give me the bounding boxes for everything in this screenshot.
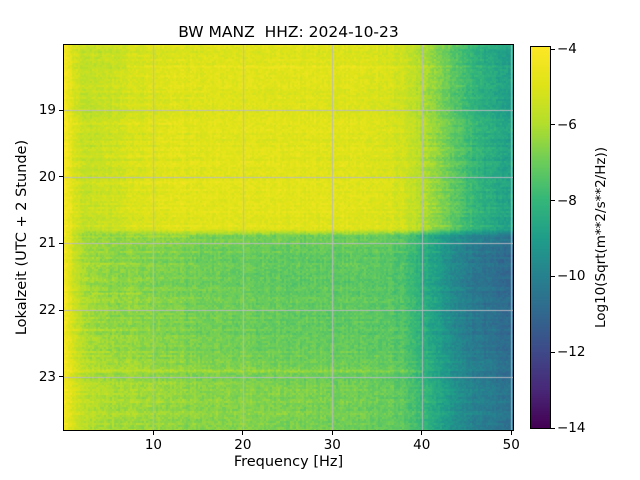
x-tick-mark	[152, 431, 154, 435]
spectrogram-heatmap	[64, 45, 513, 430]
colorbar-gradient	[531, 47, 550, 428]
y-tick-label: 21	[38, 235, 56, 252]
x-tick-mark	[421, 431, 423, 435]
colorbar-tick-mark	[551, 124, 555, 126]
colorbar-tick-mark	[551, 48, 555, 50]
plot-frame	[63, 44, 514, 431]
y-tick-mark	[59, 376, 63, 378]
x-tick-mark	[510, 431, 512, 435]
colorbar-tick-label: −6	[557, 116, 577, 133]
x-tick-label: 30	[323, 437, 341, 453]
y-tick-label: 23	[38, 368, 56, 385]
x-axis-label: Frequency [Hz]	[233, 454, 344, 470]
colorbar-frame	[530, 46, 551, 429]
x-tick-mark	[242, 431, 244, 435]
colorbar-tick-label: −12	[557, 344, 586, 361]
x-tick-label: 10	[144, 437, 163, 453]
colorbar-tick-label: −10	[557, 268, 586, 285]
colorbar-tick-mark	[551, 200, 555, 202]
y-tick-label: 22	[38, 302, 56, 319]
colorbar-tick-label: −14	[557, 420, 586, 436]
plot-title: BW MANZ HHZ: 2024-10-23	[178, 23, 399, 41]
colorbar-tick-mark	[551, 351, 555, 353]
x-tick-mark	[331, 431, 333, 435]
colorbar-tick-mark	[551, 275, 555, 277]
y-tick-mark	[59, 242, 63, 244]
x-tick-label: 40	[413, 437, 431, 453]
y-tick-mark	[59, 109, 63, 111]
colorbar-tick-mark	[551, 427, 555, 429]
y-tick-mark	[59, 309, 63, 311]
colorbar-tick-label: −4	[557, 41, 577, 57]
y-tick-mark	[59, 176, 63, 178]
colorbar-label: Log10(Sqrt(m**2/s**2/Hz))	[593, 146, 609, 329]
colorbar-tick-label: −8	[557, 192, 577, 209]
x-tick-label: 20	[234, 437, 252, 453]
x-tick-label: 50	[502, 437, 520, 453]
y-tick-label: 20	[38, 168, 56, 185]
y-tick-label: 19	[38, 102, 56, 119]
